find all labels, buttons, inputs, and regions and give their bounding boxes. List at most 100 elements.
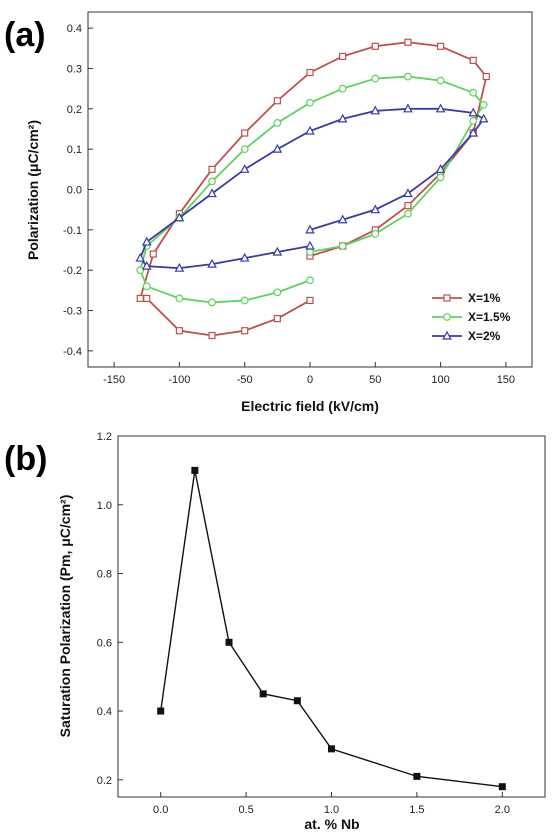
data-point-X=1% [404, 38, 412, 46]
panel-b-series [157, 466, 506, 791]
data-point-X=1% [136, 294, 144, 303]
data-point-X=1.5% [404, 209, 412, 218]
legend-label-X=2%: X=2% [468, 329, 501, 343]
panel-a-y-tick-label: 0.1 [67, 144, 82, 156]
panel-b-x-axis-label: at. % Nb [304, 816, 359, 832]
data-point-X=1.5% [208, 177, 216, 186]
panel-b-y-tick-label: 0.2 [97, 775, 112, 787]
data-point-X=1% [339, 52, 347, 60]
panel-b: 0.2 0.4 0.6 0.8 1.0 1.2 0.0 0.5 1.0 1.5 2.0 (b) a… [4, 431, 546, 832]
data-point-X=1.5% [479, 100, 488, 109]
panel-a-y-tick-label: 0.2 [67, 104, 82, 116]
data-point-pm [157, 707, 165, 715]
saturation-polarization-line [160, 470, 503, 788]
series-line-X=1.5% [139, 75, 485, 304]
data-point-pm [259, 690, 267, 698]
data-point-X=1% [306, 296, 314, 305]
data-point-X=1% [469, 56, 477, 65]
data-point-X=2% [135, 252, 146, 262]
panel-a-x-tick-label: -50 [237, 374, 253, 386]
data-point-X=1% [371, 42, 379, 50]
panel-b-y-ticks: 0.2 0.4 0.6 0.8 1.0 1.2 [97, 431, 123, 787]
panel-a-y-tick-label: -0.3 [63, 306, 82, 318]
data-point-X=2% [478, 113, 489, 123]
data-point-X=2% [207, 188, 217, 198]
data-point-X=1.5% [273, 119, 282, 127]
panel-b-y-tick-label: 0.8 [97, 569, 112, 581]
data-point-X=1.5% [404, 72, 412, 81]
panel-a: -0.4 -0.3 -0.2 -0.1 0.0 0.1 0.2 0.3 0.4 -150 -100… [4, 11, 533, 414]
data-point-X=1.5% [240, 145, 249, 154]
data-point-X=1% [241, 129, 249, 137]
data-point-X=1.5% [371, 229, 380, 238]
panel-b-y-tick-label: 1.2 [97, 431, 112, 443]
plot-a-frame [87, 11, 533, 368]
panel-a-label: (a) [4, 16, 46, 54]
data-point-X=1% [143, 294, 151, 303]
data-point-X=1% [175, 327, 184, 335]
panel-b-y-axis-label: Saturation Polarization (Pm, μC/cm²) [57, 495, 73, 738]
panel-b-x-tick-label: 0.5 [238, 804, 253, 816]
panel-b-x-tick-label: 0.0 [153, 804, 168, 816]
panel-a-y-axis-label: Polarization (μC/cm²) [25, 120, 41, 260]
data-point-X=1% [208, 165, 216, 173]
panel-b-x-tick-label: 2.0 [495, 804, 510, 816]
data-point-X=2% [435, 164, 446, 173]
data-point-X=1% [273, 314, 281, 323]
data-point-X=2% [468, 107, 479, 117]
data-point-X=2% [305, 224, 315, 234]
data-point-X=1% [273, 97, 281, 105]
data-point-X=2% [272, 246, 283, 256]
data-point-X=1.5% [306, 98, 314, 107]
data-point-X=1.5% [306, 276, 314, 285]
panel-b-x-tick-label: 1.0 [324, 804, 339, 816]
data-point-X=1% [436, 42, 445, 50]
data-point-X=1.5% [436, 173, 445, 182]
panel-a-y-tick-label: 0.0 [67, 185, 82, 197]
legend-label-X=1.5%: X=1.5% [468, 310, 511, 324]
data-point-X=1% [241, 327, 249, 335]
data-point-X=2% [337, 113, 348, 123]
data-point-X=2% [435, 103, 446, 113]
data-point-X=2% [141, 236, 152, 246]
data-point-pm [293, 697, 301, 705]
series-line-X=1% [139, 41, 488, 337]
panel-b-y-tick-label: 1.0 [97, 500, 112, 512]
data-point-X=1.5% [273, 288, 282, 297]
data-point-X=1.5% [338, 242, 347, 250]
data-point-X=2% [337, 214, 348, 224]
panel-a-y-tick-label: 0.4 [67, 23, 82, 35]
data-point-X=2% [468, 127, 479, 137]
data-point-X=2% [370, 105, 381, 115]
panel-a-x-tick-label: -100 [168, 374, 190, 386]
data-point-X=1.5% [469, 117, 478, 125]
data-point-pm [413, 772, 421, 780]
panel-a-y-tick-label: -0.2 [63, 265, 82, 277]
panel-a-y-tick-label: -0.1 [63, 225, 82, 237]
plot-b-frame [117, 435, 546, 798]
data-point-X=2% [272, 143, 283, 153]
data-point-X=1% [208, 331, 216, 340]
panel-a-x-tick-label: 100 [431, 374, 449, 386]
panel-b-label: (b) [4, 440, 47, 478]
data-point-X=1.5% [175, 294, 184, 303]
data-point-X=1.5% [208, 298, 216, 307]
panel-a-x-tick-label: -150 [103, 374, 125, 386]
data-point-pm [498, 783, 506, 791]
panel-b-y-tick-label: 0.6 [97, 637, 112, 649]
series-X=1.5% [136, 72, 488, 307]
data-point-pm [328, 745, 335, 753]
panel-a-legend: X=1% X=1.5% X=2% [432, 291, 511, 343]
panel-b-y-tick-label: 0.4 [97, 706, 112, 718]
series-X=2% [135, 103, 489, 272]
panel-a-x-tick-label: 50 [369, 374, 381, 386]
data-point-X=1.5% [142, 282, 151, 291]
data-point-X=2% [174, 212, 185, 222]
panel-a-x-tick-label: 0 [307, 374, 313, 386]
data-point-X=1.5% [306, 248, 314, 256]
data-point-X=2% [305, 125, 315, 135]
data-point-pm [225, 638, 233, 646]
data-point-X=1.5% [469, 88, 478, 97]
data-point-X=1.5% [338, 84, 347, 93]
